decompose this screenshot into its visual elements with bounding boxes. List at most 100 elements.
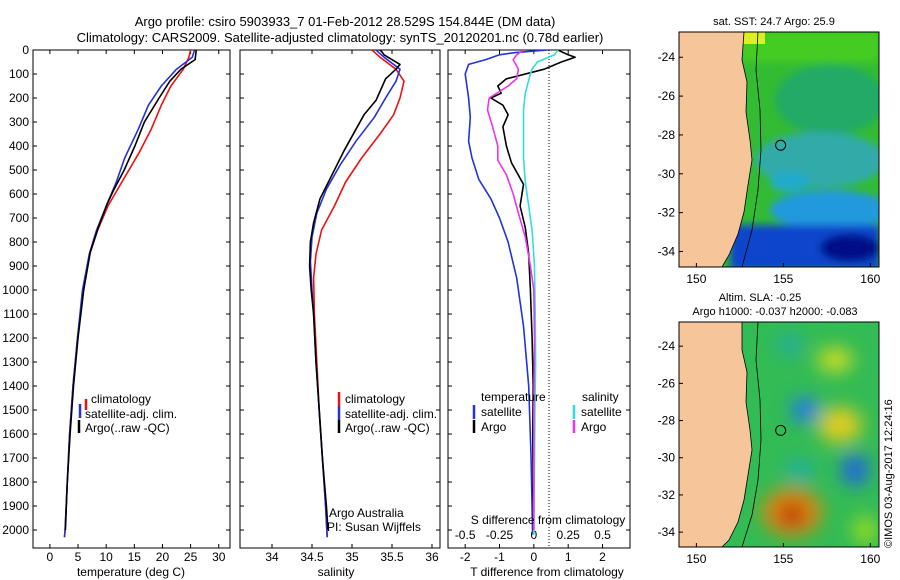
difference-legend: temperature salinity satellite Argo sate…	[472, 390, 622, 434]
temperature-lines	[63, 50, 197, 538]
sla-map-ytick-label: -28	[658, 414, 676, 428]
sst-map-xtick-label: 155	[773, 272, 793, 286]
legend-clim-label: climatology	[91, 392, 151, 406]
sla-yellow-eddy-1	[817, 348, 853, 372]
sst-deep-blue-blob	[820, 234, 879, 262]
temperature-xlabel: temperature (deg C)	[77, 565, 185, 579]
difference-panel: -2 -1 0 1 2 -0.5 -0.25 0 0.25 0.5 S difference fr…	[447, 49, 631, 579]
s-difference-label: S difference from climatology	[471, 513, 626, 527]
sla-field-blobs	[762, 335, 877, 544]
difference-s-tick-label: 0	[531, 528, 538, 542]
salinity-xlabel: salinity	[318, 565, 355, 579]
imos-watermark: ©IMOS 03-Aug-2017 12:24:16	[883, 399, 895, 548]
sst-map-frame	[678, 31, 880, 268]
temperature-profile-xtick-label: 5	[75, 550, 82, 564]
sst-map-title: sat. SST: 24.7 Argo: 25.9	[713, 16, 835, 28]
sla-map-xtick-label: 150	[686, 552, 706, 566]
sst-lightblue-blob	[770, 190, 879, 230]
temperature-panel: 0100200300400500600700800900100011001200…	[2, 43, 630, 579]
difference-s-tick-label: -0.5	[455, 528, 476, 542]
credit-line1: Argo Australia	[329, 506, 404, 520]
difference-profile-series-satellite-temperature	[464, 50, 548, 535]
salinity-profile-xtick-label: 34.5	[300, 550, 324, 564]
legend-s-argo-label: Argo	[581, 420, 607, 434]
figure-title-line2: Climatology: CARS2009. Satellite-adjuste…	[77, 30, 604, 45]
depth-tick-label: 0	[22, 43, 29, 57]
temperature-profile-series-argo-raw-qc-	[64, 50, 197, 531]
sst-land-mass	[679, 32, 753, 267]
sst-field-blobs	[730, 32, 879, 267]
sst-map-ytick-label: -24	[658, 50, 676, 64]
legend-sat-label-2: satellite-adj. clim.	[345, 407, 437, 421]
depth-tick-label: 900	[9, 259, 29, 273]
sst-shelf-contour	[741, 32, 762, 267]
temperature-profile-xtick-label: 30	[212, 550, 226, 564]
sla-map-ticks: 150 155 160 -24 -26 -28 -30 -32 -34	[658, 339, 881, 566]
sla-land-mass	[679, 322, 753, 547]
sst-map-field	[679, 32, 879, 267]
sla-map-ytick-label: -32	[658, 488, 676, 502]
sst-map-panel: sat. SST: 24.7 Argo: 25.9 150 155 160 -24 -2…	[658, 16, 881, 286]
difference-profile-xtick-label: 2	[599, 550, 606, 564]
salinity-panel: 34 34.5 35 35.5 36 salinity climatology sate…	[239, 49, 441, 579]
depth-tick-label: 1100	[3, 307, 29, 321]
difference-s-tick-label: 0.5	[594, 528, 611, 542]
legend-argo-label-2: Argo(..raw -QC)	[345, 421, 430, 435]
figure-title-line1: Argo profile: csiro 5903933_7 01-Feb-201…	[135, 14, 556, 29]
sla-lime-eddy	[853, 516, 877, 544]
sla-map-ytick-label: -26	[658, 376, 676, 390]
sla-map-xtick-label: 155	[773, 552, 793, 566]
legend-salinity-title: salinity	[582, 390, 619, 404]
depth-tick-label: 1700	[2, 451, 29, 465]
difference-profile-series-argo-salinity	[486, 50, 536, 530]
legend-s-sat-label: satellite	[581, 405, 622, 419]
temperature-profile-xtick-label: 15	[128, 550, 142, 564]
salinity-profile-xtick-label: 35	[345, 550, 359, 564]
sla-cyan-eddy-1	[778, 335, 802, 355]
sst-map-ytick-label: -26	[658, 89, 676, 103]
depth-tick-label: 1900	[2, 499, 29, 513]
t-difference-xlabel: T difference from climatology	[470, 565, 624, 579]
salinity-legend: climatology satellite-adj. clim. Argo(..…	[337, 392, 437, 435]
sla-map-ytick-label: -34	[658, 525, 676, 539]
sla-map-ytick-label: -30	[658, 451, 676, 465]
depth-tick-label: 1800	[2, 475, 29, 489]
sla-blue-eddy-1	[791, 398, 819, 422]
sst-map-ytick-label: -34	[658, 244, 676, 258]
sla-map-ytick-label: -24	[658, 339, 676, 353]
difference-profile-xtick-label: 1	[565, 550, 572, 564]
temperature-axis-ticks: 0 5 10 15 20 25 30	[47, 50, 226, 564]
sst-map-ytick-label: -28	[658, 128, 676, 142]
depth-tick-label: 600	[9, 187, 29, 201]
sla-map-frame	[678, 321, 880, 548]
depth-tick-label: 1200	[2, 331, 29, 345]
legend-sat-label: satellite-adj. clim.	[85, 407, 177, 421]
depth-axis-labels: 0 100 200 300 400 500 600 700 800 900 1000 1100 1200…	[2, 43, 630, 537]
temperature-profile-xtick-label: 10	[99, 550, 113, 564]
salinity-panel-frame	[239, 49, 441, 549]
legend-clim-label-2: climatology	[345, 392, 405, 406]
sst-argo-position-marker	[775, 139, 787, 151]
sla-argo-position-marker	[775, 424, 787, 436]
depth-tick-label: 1600	[2, 427, 29, 441]
depth-tick-label: 1500	[2, 403, 29, 417]
salinity-axis-ticks: 34 34.5 35 35.5 36	[265, 50, 439, 564]
temperature-profile-xtick-label: 20	[156, 550, 170, 564]
temperature-profile-xtick-label: 0	[47, 550, 54, 564]
depth-tick-label: 1400	[2, 379, 29, 393]
difference-profile-series-argo-temperature	[490, 50, 576, 531]
salinity-lines	[308, 50, 405, 538]
sst-small-blob	[770, 172, 810, 192]
credit-line2: PI: Susan Wijffels	[327, 520, 421, 534]
difference-profile-xtick-label: -2	[460, 550, 471, 564]
sst-mid-blob	[775, 65, 879, 135]
difference-profile-series-satellite-salinity	[522, 50, 559, 535]
depth-tick-label: 1300	[2, 355, 29, 369]
sst-map-ytick-label: -32	[658, 206, 676, 220]
depth-tick-label: 2000	[2, 523, 29, 537]
sst-map-xtick-label: 150	[686, 272, 706, 286]
salinity-profile-xtick-label: 36	[425, 550, 439, 564]
depth-tick-label: 800	[9, 235, 29, 249]
sla-map-xtick-label: 160	[860, 552, 880, 566]
